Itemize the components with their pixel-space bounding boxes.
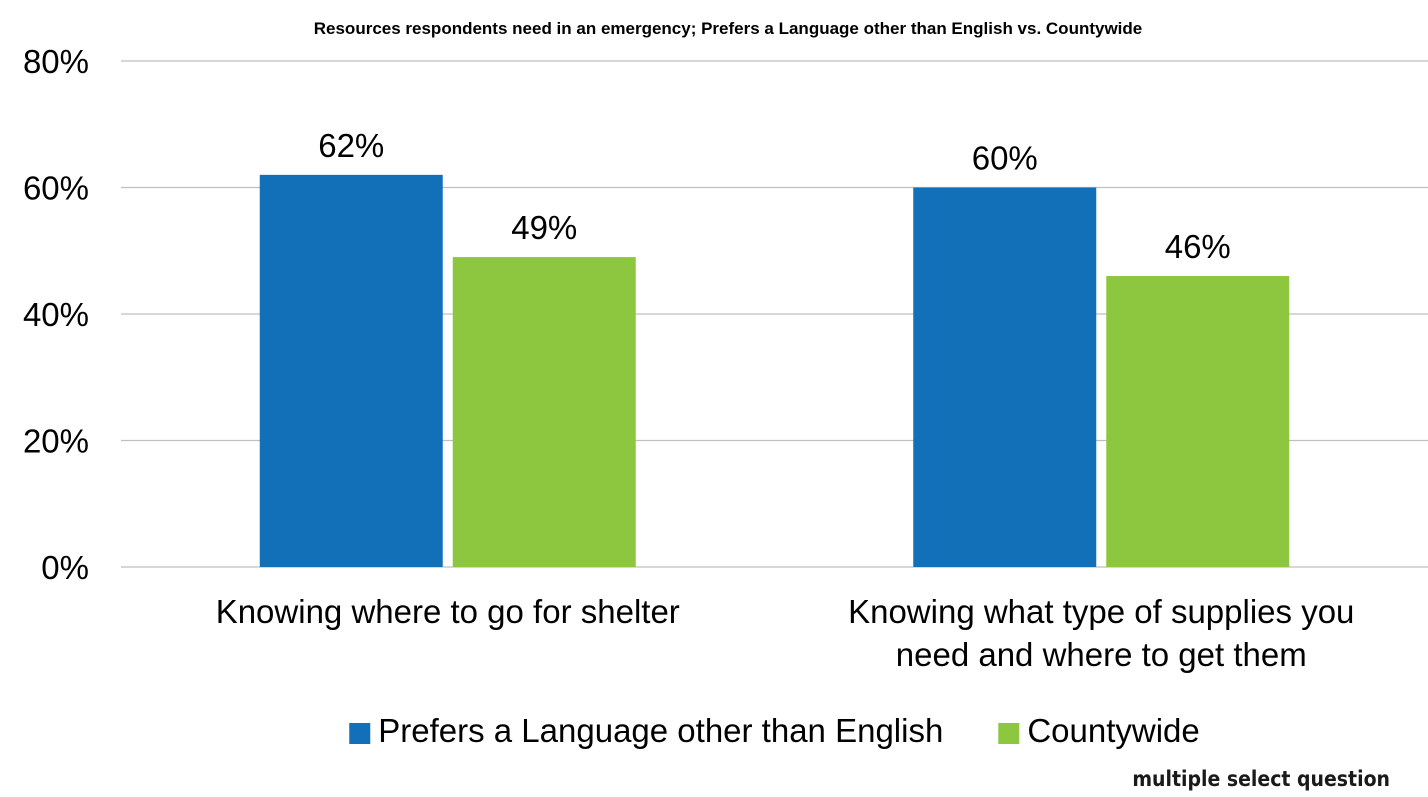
legend-swatch: [349, 723, 371, 744]
legend: Prefers a Language other than English Cou…: [349, 712, 1200, 749]
chart-title: Resources respondents need in an emergen…: [314, 19, 1142, 38]
y-tick-label: 40%: [23, 296, 89, 333]
y-tick-label: 20%: [23, 423, 89, 460]
y-tick-label: 80%: [23, 43, 89, 80]
y-axis-ticks: 0% 20% 40% 60% 80%: [23, 43, 89, 586]
y-tick-label: 60%: [23, 170, 89, 207]
legend-label: Countywide: [1027, 712, 1199, 749]
bar: [259, 174, 443, 567]
legend-label: Prefers a Language other than English: [378, 712, 943, 749]
legend-swatch: [998, 723, 1020, 744]
category-label: Knowing what type of supplies you: [848, 593, 1354, 630]
legend-item: Countywide: [998, 712, 1200, 749]
legend-item: Prefers a Language other than English: [349, 712, 943, 749]
data-label: 62%: [318, 127, 384, 164]
footnote: multiple select question: [1132, 767, 1390, 791]
bars: [259, 174, 1290, 567]
y-tick-label: 0%: [41, 549, 89, 586]
category-label: need and where to get them: [896, 636, 1307, 673]
x-axis-categories: Knowing where to go for shelter Knowing w…: [216, 593, 1355, 673]
data-label: 49%: [511, 209, 577, 246]
data-label: 46%: [1165, 228, 1231, 265]
bar: [452, 257, 636, 567]
data-label: 60%: [972, 140, 1038, 177]
category-label: Knowing where to go for shelter: [216, 593, 680, 630]
data-labels: 62% 49% 60% 46%: [318, 127, 1231, 265]
bar: [913, 187, 1097, 567]
bar: [1106, 276, 1290, 567]
